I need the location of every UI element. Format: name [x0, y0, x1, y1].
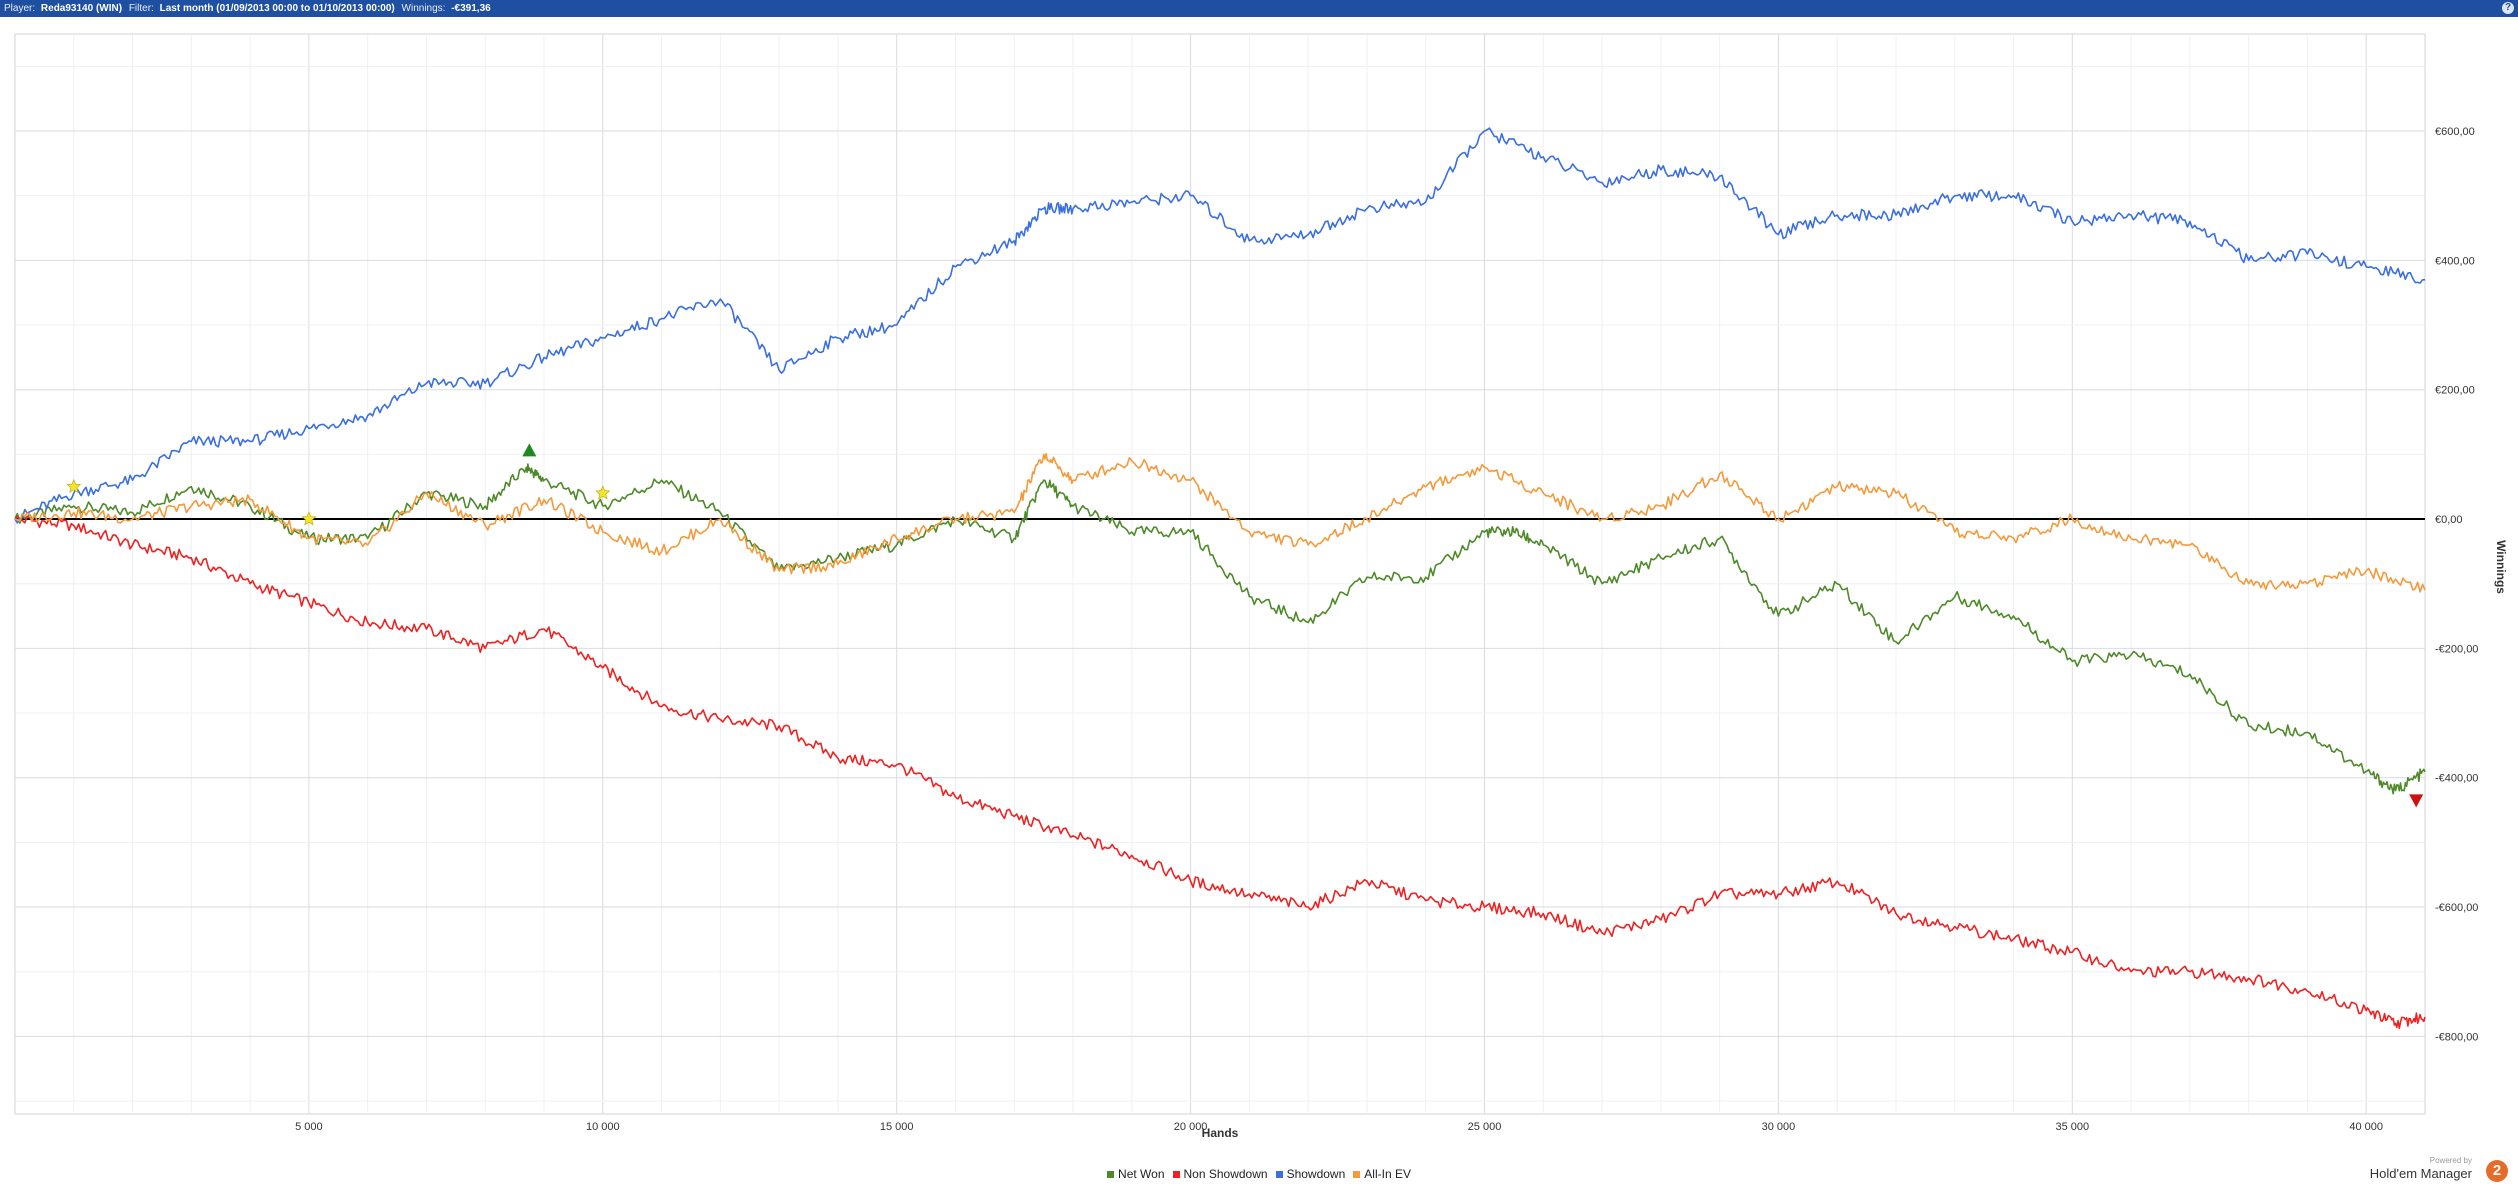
max-marker-icon: [522, 443, 537, 457]
y-tick-label: €0,00: [2435, 514, 2463, 526]
x-tick-label: 20 000: [1174, 1121, 1208, 1133]
series-line-showdown: [14, 127, 2426, 524]
series-line-non-showdown: [14, 515, 2426, 1030]
winnings-value: -€391,36: [451, 3, 491, 14]
legend-item[interactable]: Non Showdown: [1172, 1167, 1268, 1181]
legend-label: Showdown: [1286, 1167, 1346, 1181]
filter-value: Last month (01/09/2013 00:00 to 01/10/20…: [159, 3, 395, 14]
y-tick-labels: €600,00 €400,00 €200,00 €0,00 -€200,00 -€400,…: [2435, 126, 2478, 1043]
star-marker-icon: [595, 485, 611, 500]
x-tick-label: 25 000: [1468, 1121, 1502, 1133]
filter-label: Filter:: [128, 3, 154, 14]
legend-swatch: [1275, 1171, 1283, 1179]
legend-swatch: [1353, 1171, 1361, 1179]
brand-name: Hold'em Manager: [2369, 1166, 2472, 1181]
title-bar: Player: Reda93140 (WIN) Filter: Last mon…: [0, 0, 2518, 17]
min-marker-icon: [2409, 794, 2424, 808]
star-marker-icon: [301, 511, 317, 526]
x-tick-label: 40 000: [2349, 1121, 2383, 1133]
y-tick-label: €600,00: [2435, 126, 2475, 138]
x-tick-label: 35 000: [2055, 1121, 2089, 1133]
hem-logo-icon: 2: [2486, 1160, 2508, 1182]
legend-label: Non Showdown: [1183, 1167, 1268, 1181]
y-tick-label: €400,00: [2435, 255, 2475, 267]
x-axis-label: Hands: [1202, 1126, 1239, 1140]
x-tick-label: 10 000: [586, 1121, 620, 1133]
y-axis-label: Winnings: [2494, 540, 2508, 594]
question-mark-icon[interactable]: ?: [2502, 2, 2514, 14]
legend: Net Won Non Showdown Showdown All-In EV: [0, 1167, 2518, 1181]
grid: [15, 34, 2425, 1114]
x-tick-labels: 5 000 10 000 15 000 20 000 25 000 30 000 35 00…: [295, 1121, 2383, 1133]
series-group: [14, 127, 2426, 1030]
x-tick-label: 5 000: [295, 1121, 323, 1133]
winnings-label: Winnings:: [401, 3, 446, 14]
y-tick-label: -€200,00: [2435, 643, 2478, 655]
legend-item[interactable]: All-In EV: [1353, 1167, 1411, 1181]
legend-swatch: [1107, 1171, 1115, 1179]
legend-label: All-In EV: [1364, 1167, 1411, 1181]
legend-item[interactable]: Net Won: [1107, 1167, 1165, 1181]
series-line-all-in-ev: [14, 452, 2426, 593]
powered-by-text: Powered by: [2429, 1156, 2472, 1165]
branding: Powered by Hold'em Manager 2: [2368, 1156, 2508, 1184]
player-label: Player:: [4, 3, 36, 14]
markers-group: [66, 443, 2424, 808]
legend-label: Net Won: [1118, 1167, 1165, 1181]
player-value: Reda93140 (WIN): [40, 3, 123, 14]
x-tick-label: 30 000: [1762, 1121, 1796, 1133]
legend-item[interactable]: Showdown: [1275, 1167, 1346, 1181]
winnings-graph: 5 000 10 000 15 000 20 000 25 000 30 000 35 00…: [14, 33, 2508, 1140]
x-tick-label: 15 000: [880, 1121, 914, 1133]
y-tick-label: -€400,00: [2435, 773, 2478, 785]
y-tick-label: €200,00: [2435, 385, 2475, 397]
y-tick-label: -€800,00: [2435, 1031, 2478, 1043]
series-line-net-won: [14, 463, 2426, 795]
y-tick-label: -€600,00: [2435, 902, 2478, 914]
star-marker-icon: [66, 478, 82, 494]
legend-swatch: [1172, 1171, 1180, 1179]
